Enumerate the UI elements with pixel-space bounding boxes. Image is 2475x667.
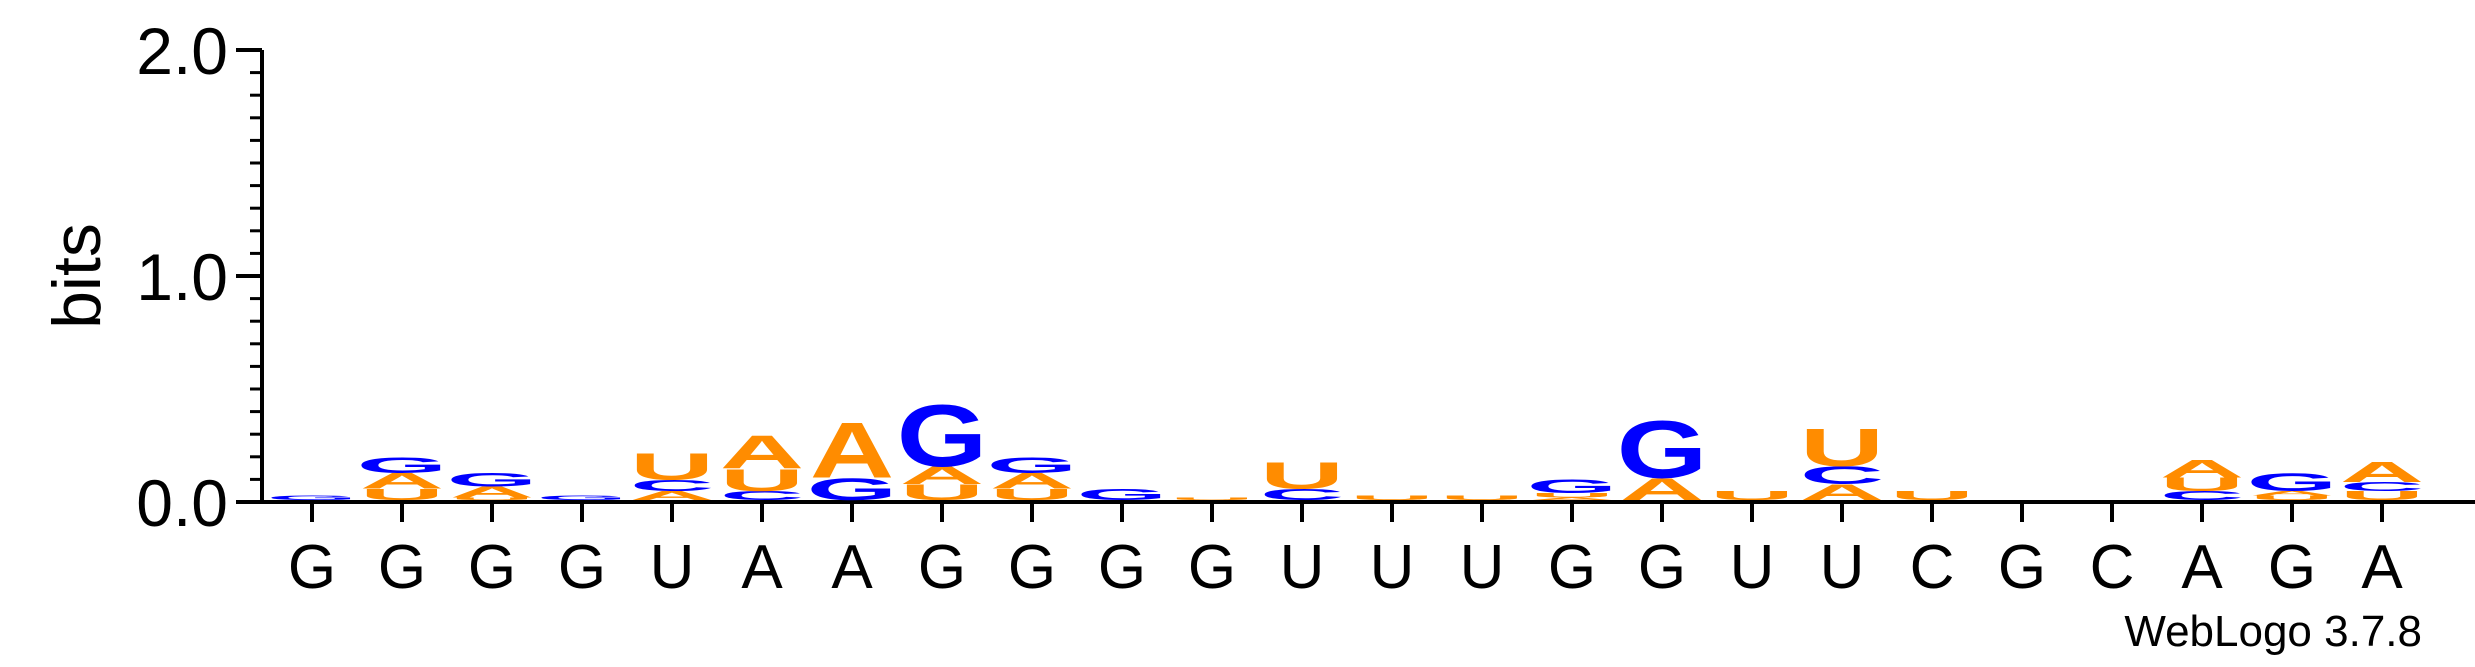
- logo-letter-G: G: [537, 494, 628, 501]
- logo-letter-C: C: [1800, 461, 1884, 489]
- logo-letter-A: A: [720, 425, 804, 478]
- logo-letter-G: G: [1077, 486, 1168, 504]
- logo-letter-C: C: [720, 489, 804, 503]
- x-tick-label: U: [1820, 533, 1865, 602]
- y-tick-label: 2.0: [136, 14, 228, 88]
- logo-letter-A: A: [990, 469, 1074, 494]
- logo-letter-G: G: [2247, 468, 2338, 496]
- x-tick-label: U: [1460, 533, 1505, 602]
- x-tick-label: C: [2090, 533, 2135, 602]
- logo-letter-A: A: [900, 461, 984, 489]
- logo-letter-A: A: [450, 484, 534, 502]
- x-tick-label: G: [288, 533, 336, 602]
- logo-letter-C: C: [2160, 489, 2244, 503]
- logo-letter-U: U: [990, 486, 1074, 504]
- logo-letter-A: A: [360, 469, 444, 494]
- logo-letter-U: U: [2250, 494, 2334, 501]
- x-tick-label: G: [468, 533, 516, 602]
- x-tick-label: U: [650, 533, 695, 602]
- logo-letter-A: A: [2340, 456, 2424, 488]
- logo-letter-G: G: [357, 453, 448, 478]
- logo-letter-U: U: [2160, 474, 2244, 495]
- x-tick-label: A: [2361, 533, 2403, 602]
- x-tick-label: G: [1638, 533, 1686, 602]
- logo-letter-U: U: [450, 497, 534, 501]
- logo-letter-G: G: [807, 472, 898, 507]
- logo-letter-G: G: [447, 469, 538, 490]
- logo-letter-C: C: [630, 477, 714, 495]
- x-tick-label: C: [1910, 533, 1955, 602]
- logo-letter-U: U: [1530, 492, 1614, 499]
- logo-letter-U: U: [1710, 489, 1794, 503]
- logo-letter-A: A: [1620, 472, 1704, 507]
- logo-letter-A: A: [630, 489, 714, 503]
- logo-letter-U: U: [1170, 497, 1254, 501]
- x-tick-label: G: [558, 533, 606, 602]
- x-tick-label: G: [1548, 533, 1596, 602]
- x-tick-label: U: [1730, 533, 1775, 602]
- x-tick-label: A: [831, 533, 873, 602]
- axes: bits: [39, 50, 2475, 504]
- x-tick-label: A: [741, 533, 783, 602]
- logo-letter-U: U: [1440, 494, 1524, 501]
- logo-letter-U: U: [360, 486, 444, 504]
- logo-letter-G: G: [987, 453, 1078, 478]
- logo-letter-C: C: [1260, 486, 1344, 504]
- y-ticks: 0.0 1.0 2.0: [136, 14, 262, 540]
- logo-letter-U: U: [1260, 455, 1344, 497]
- logo-letter-G: G: [1617, 404, 1708, 495]
- logo-letter-U: U: [900, 480, 984, 505]
- logo-letter-G: G: [897, 386, 988, 485]
- x-tick-label: G: [1098, 533, 1146, 602]
- x-tick-label: G: [1998, 533, 2046, 602]
- x-tick-label: G: [2268, 533, 2316, 602]
- x-tick-label: G: [378, 533, 426, 602]
- x-tick-label: G: [918, 533, 966, 602]
- logo-letter-U: U: [720, 463, 804, 498]
- x-tick-label: G: [1008, 533, 1056, 602]
- logo-letter-A: A: [2250, 490, 2334, 497]
- y-tick-label: 0.0: [136, 466, 228, 540]
- logo-letter-G: G: [1527, 476, 1618, 497]
- y-axis-label: bits: [39, 223, 115, 329]
- x-tick-label: U: [1280, 533, 1325, 602]
- x-tick-label: G: [1188, 533, 1236, 602]
- x-tick-label: A: [2181, 533, 2223, 602]
- logo-letter-C: C: [2340, 480, 2424, 494]
- logo-letter-U: U: [1350, 494, 1434, 501]
- logo-letter-U: U: [1890, 489, 1974, 503]
- logo-letter-U: U: [2340, 489, 2424, 503]
- logo-letter-A: A: [1800, 480, 1884, 505]
- y-tick-label: 1.0: [136, 240, 228, 314]
- logo-letter-A: A: [1530, 497, 1614, 501]
- weblogo-credit: WebLogo 3.7.8: [2124, 607, 2422, 656]
- logo-letter-U: U: [630, 446, 714, 488]
- x-tick-label: U: [1370, 533, 1415, 602]
- logo-letter-A: A: [2160, 455, 2244, 483]
- logo-letter-U: U: [1800, 418, 1884, 478]
- logo-letter-G: G: [267, 494, 358, 501]
- logo-letter-A: A: [810, 407, 894, 495]
